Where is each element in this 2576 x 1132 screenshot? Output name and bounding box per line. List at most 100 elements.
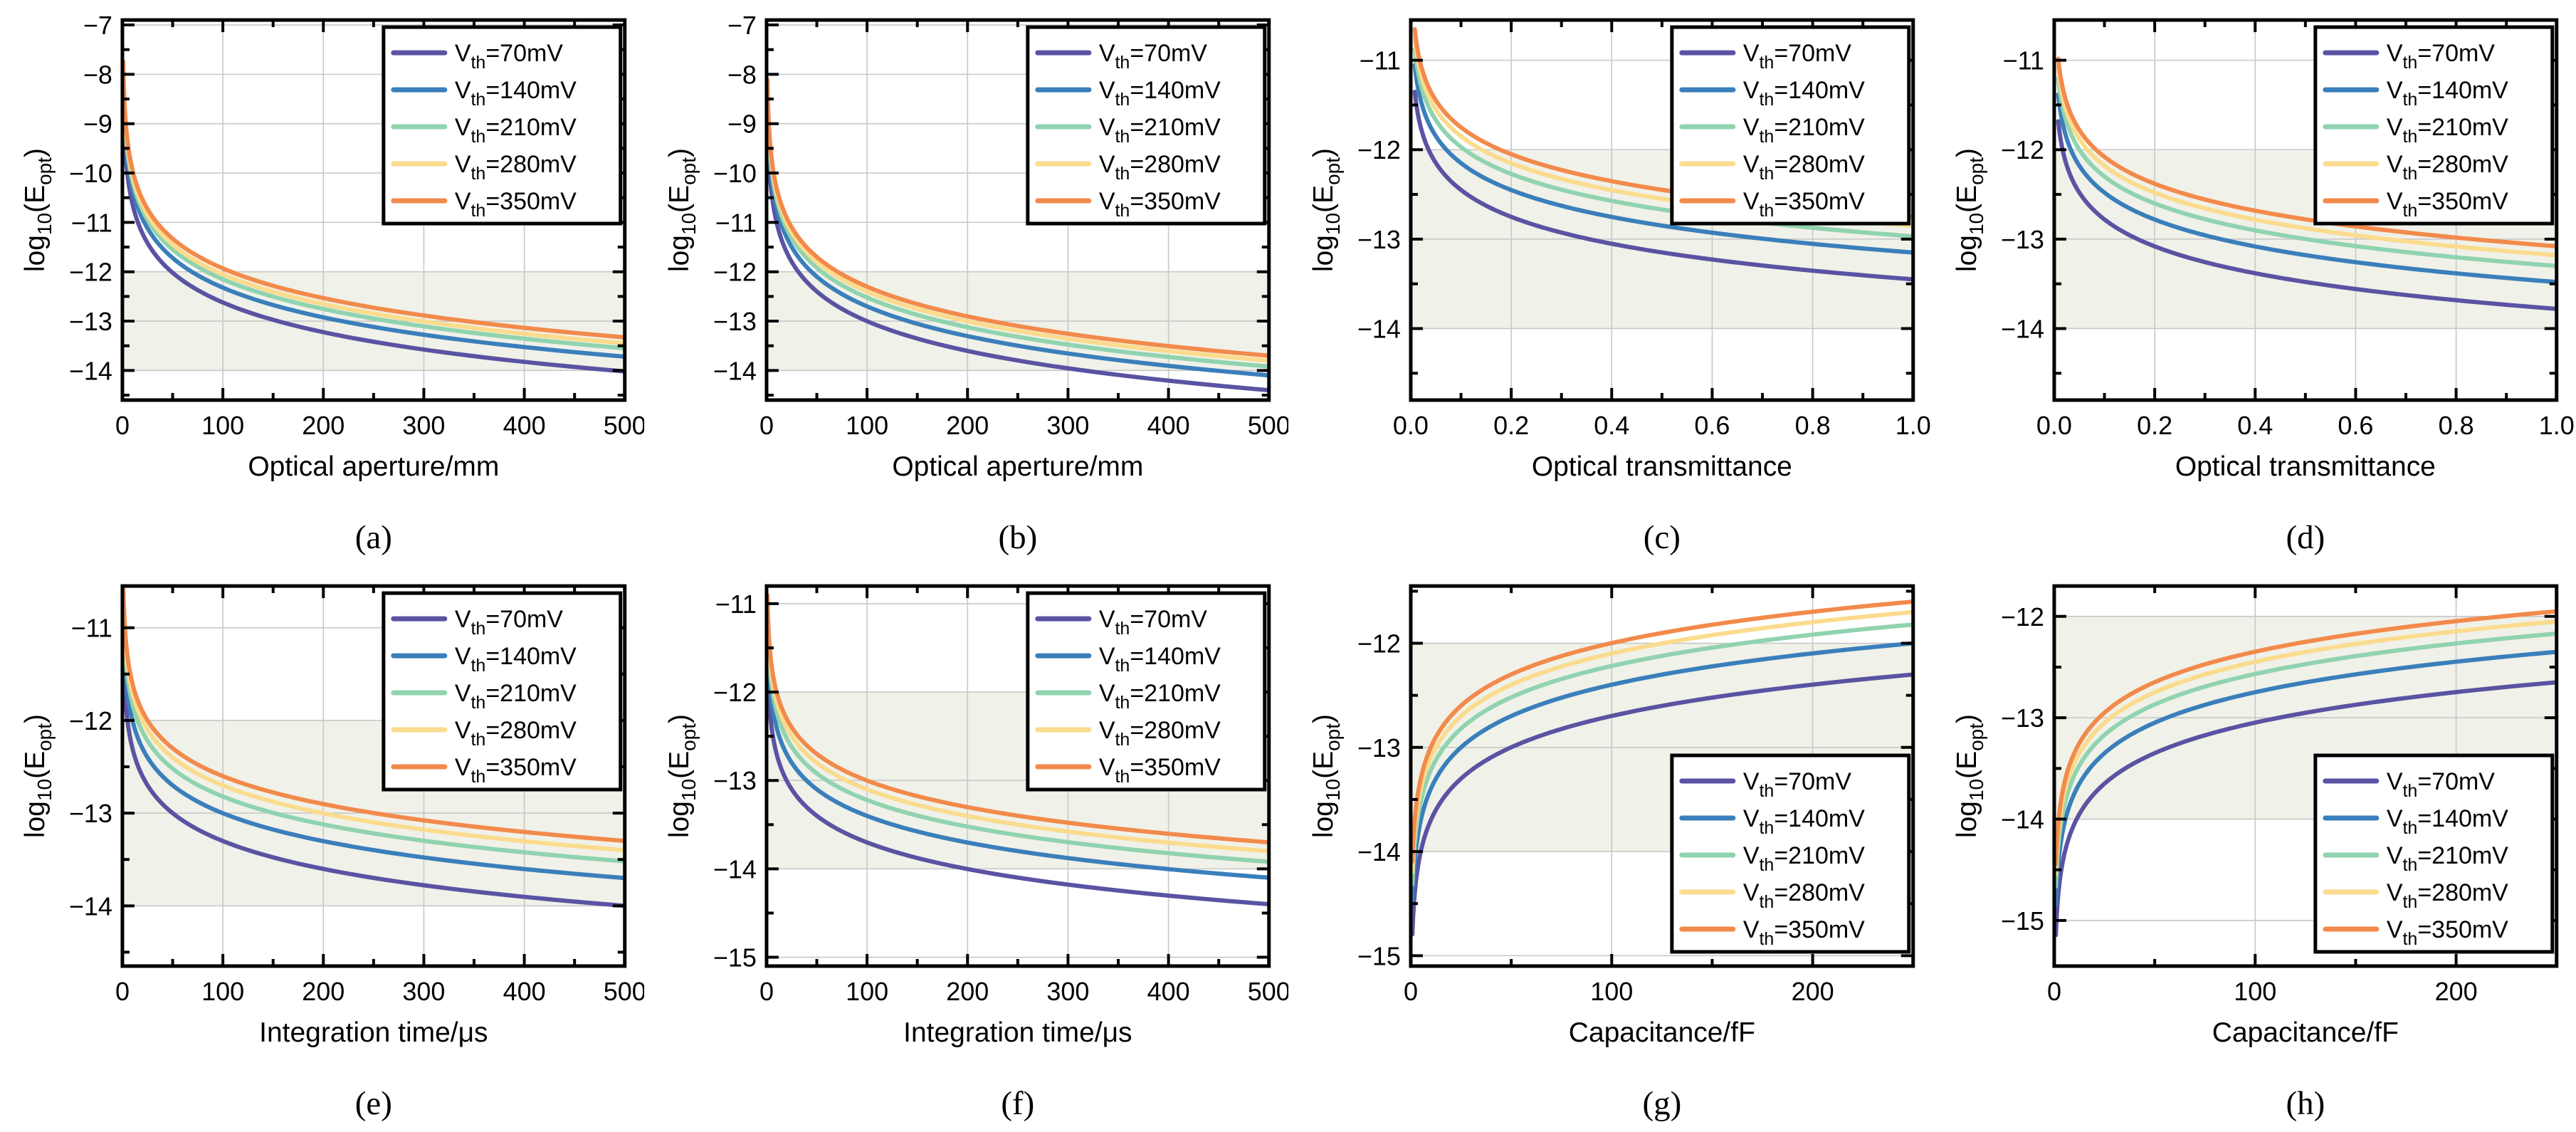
legend-entry-vth-210mv: Vth=210mV	[2323, 842, 2508, 875]
curve-vth-70mv	[2056, 119, 2557, 311]
svg-text:log10(Eopt): log10(Eopt)	[1952, 148, 1987, 272]
svg-text:log10(Eopt): log10(Eopt)	[20, 148, 56, 272]
legend-entry-vth-210mv: Vth=210mV	[1678, 842, 1865, 875]
legend-entry-vth-140mv: Vth=140mV	[1035, 77, 1221, 110]
axis-border	[1408, 584, 1915, 968]
curve-vth-70mv	[122, 644, 625, 908]
y-tick-labels: −12 −13 −14 −15	[2001, 602, 2044, 936]
legend-label-vth-280mv: Vth=280mV	[2387, 151, 2508, 184]
axis-border	[764, 584, 1271, 968]
legend-label-vth-70mv: Vth=70mV	[1742, 768, 1851, 801]
svg-text:200: 200	[1791, 977, 1834, 1006]
legend-label-vth-70mv: Vth=70mV	[2387, 40, 2495, 73]
panel-f: 0 100 200 300 400 500 −11 −12 −13 −14 −15 Integrati…	[644, 566, 1288, 1132]
legend-label-vth-210mv: Vth=210mV	[1099, 680, 1221, 713]
legend-entry-vth-70mv: Vth=70mV	[391, 40, 563, 73]
svg-text:0.0: 0.0	[2036, 411, 2072, 440]
panel-a: 0 100 200 300 400 500 −7 −8 −9 −10 −11 −12 −13 −14 Opt…	[0, 0, 644, 566]
legend-label-vth-350mv: Vth=350mV	[455, 188, 577, 221]
svg-text:500: 500	[604, 977, 644, 1006]
legend-entry-vth-70mv: Vth=70mV	[2323, 768, 2496, 801]
svg-text:−11: −11	[71, 208, 112, 237]
caption-d: (d)	[2286, 519, 2325, 556]
legend-label-vth-70mv: Vth=70mV	[455, 606, 563, 639]
svg-text:100: 100	[1590, 977, 1633, 1006]
axis-border	[764, 18, 1271, 402]
svg-text:−14: −14	[2001, 805, 2044, 834]
legend-label-vth-210mv: Vth=210mV	[455, 680, 577, 713]
svg-text:−14: −14	[69, 356, 112, 385]
caption-c: (c)	[1643, 519, 1680, 556]
svg-text:0.8: 0.8	[1794, 411, 1830, 440]
x-axis-label: Optical transmittance	[1531, 451, 1792, 482]
chart-f: 0 100 200 300 400 500 −11 −12 −13 −14 −15 Integrati…	[664, 584, 1288, 1122]
y-tick-labels: −11 −12 −13 −14 −15	[713, 589, 757, 973]
legend-entry-vth-70mv: Vth=70mV	[2323, 40, 2496, 73]
legend-label-vth-140mv: Vth=140mV	[1742, 77, 1864, 110]
legend-entry-vth-350mv: Vth=350mV	[1678, 916, 1865, 949]
svg-text:−12: −12	[69, 706, 112, 735]
curve-vth-70mv	[1412, 89, 1913, 282]
y-axis-label: log10(Eopt)	[20, 714, 56, 838]
legend-label-vth-70mv: Vth=70mV	[1742, 40, 1851, 73]
svg-text:100: 100	[201, 411, 244, 440]
legend-label-vth-210mv: Vth=210mV	[455, 114, 577, 147]
svg-text:log10(Eopt): log10(Eopt)	[664, 148, 700, 272]
svg-text:500: 500	[1247, 411, 1288, 440]
axis-border	[120, 18, 627, 402]
svg-text:100: 100	[201, 977, 244, 1006]
svg-text:500: 500	[1247, 977, 1288, 1006]
legend-label-vth-350mv: Vth=350mV	[455, 754, 577, 787]
legend-label-vth-210mv: Vth=210mV	[2387, 842, 2508, 875]
panel-d: 0.0 0.2 0.4 0.6 0.8 1.0 −11 −12 −13 −14 Optical tr…	[1932, 0, 2576, 566]
legend-label-vth-280mv: Vth=280mV	[1742, 151, 1864, 184]
y-tick-labels: −12 −13 −14 −15	[1357, 629, 1400, 971]
curve-vth-350mv	[766, 593, 1269, 845]
legend-label-vth-140mv: Vth=140mV	[2387, 805, 2508, 838]
legend-entry-vth-280mv: Vth=280mV	[1678, 151, 1865, 184]
svg-text:400: 400	[1147, 411, 1189, 440]
x-tick-labels: 0 100 200 300 400 500	[759, 977, 1288, 1006]
svg-text:300: 300	[1046, 411, 1089, 440]
curve-vth-350mv	[2056, 56, 2557, 248]
svg-text:−15: −15	[1357, 941, 1400, 970]
x-tick-labels: 0 100 200 300 400 500	[759, 411, 1288, 440]
legend-entry-vth-350mv: Vth=350mV	[391, 754, 577, 787]
panel-g: 0 100 200 −12 −13 −14 −15 Capacitance/fF log10(E…	[1288, 566, 1933, 1132]
chart-e: 0 100 200 300 400 500 −11 −12 −13 −14 Integration …	[20, 584, 644, 1122]
svg-text:300: 300	[402, 411, 445, 440]
svg-text:0: 0	[759, 977, 774, 1006]
legend-entry-vth-280mv: Vth=280mV	[1678, 879, 1865, 912]
gridlines	[766, 586, 1269, 966]
svg-text:−14: −14	[1357, 837, 1400, 866]
svg-text:−13: −13	[69, 799, 112, 828]
x-axis-label: Integration time/μs	[903, 1017, 1132, 1048]
svg-text:−12: −12	[69, 258, 112, 287]
svg-text:−8: −8	[727, 60, 757, 89]
x-axis-label: Capacitance/fF	[2212, 1017, 2399, 1048]
legend-entry-vth-280mv: Vth=280mV	[2323, 151, 2508, 184]
svg-text:0.8: 0.8	[2439, 411, 2474, 440]
svg-text:0: 0	[2047, 977, 2061, 1006]
svg-text:0.4: 0.4	[2238, 411, 2273, 440]
curves	[2056, 56, 2557, 311]
legend-entry-vth-70mv: Vth=70mV	[1035, 40, 1207, 73]
legend-entry-vth-210mv: Vth=210mV	[391, 680, 577, 713]
y-axis-label: log10(Eopt)	[1952, 148, 1987, 272]
svg-text:100: 100	[846, 977, 888, 1006]
curve-vth-210mv	[1412, 46, 1913, 239]
x-tick-labels: 0 100 200	[1403, 977, 1834, 1006]
curves	[2054, 609, 2557, 938]
caption-h: (h)	[2286, 1085, 2325, 1122]
svg-text:log10(Eopt): log10(Eopt)	[1952, 714, 1987, 838]
curve-vth-280mv	[2056, 65, 2557, 258]
curve-vth-70mv	[766, 654, 1269, 907]
legend-entry-vth-140mv: Vth=140mV	[1678, 77, 1865, 110]
legend: Vth=70mV Vth=140mV Vth=210mV Vth=280mV Vth=3…	[2313, 753, 2555, 954]
legend-entry-vth-350mv: Vth=350mV	[1035, 188, 1221, 221]
axis-border	[2052, 18, 2559, 402]
panel-c: 0.0 0.2 0.4 0.6 0.8 1.0 −11 −12 −13 −14 Optical tr…	[1288, 0, 1933, 566]
x-tick-labels: 0.0 0.2 0.4 0.6 0.8 1.0	[2036, 411, 2575, 440]
caption-f: (f)	[1001, 1085, 1034, 1122]
curve-vth-350mv	[122, 586, 625, 844]
